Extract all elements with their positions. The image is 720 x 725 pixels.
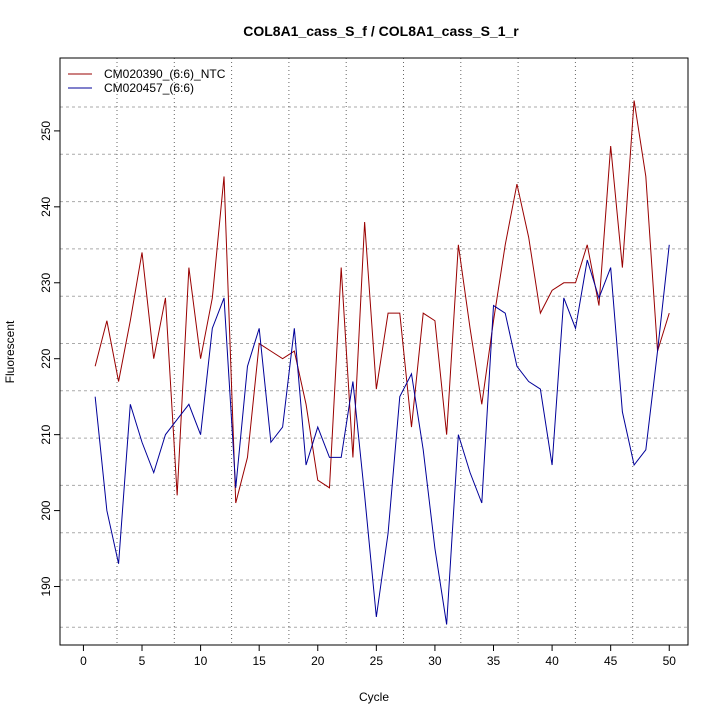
x-tick-label: 25: [370, 654, 384, 668]
x-tick-label: 15: [252, 654, 266, 668]
x-tick-label: 40: [545, 654, 559, 668]
y-axis-label: Fluorescent: [3, 320, 17, 383]
y-tick-label: 220: [39, 348, 53, 368]
y-tick-label: 200: [39, 500, 53, 520]
x-tick-label: 35: [487, 654, 501, 668]
x-tick-label: 10: [194, 654, 208, 668]
y-tick-label: 250: [39, 121, 53, 141]
series-group: [95, 101, 669, 625]
axes: 0 5 10 15 20 25 30 35 40 45 50 190 200 210 220 230 240 25…: [39, 121, 676, 668]
series-line-0: [95, 101, 669, 503]
legend-label: CM020390_(6:6)_NTC: [104, 67, 226, 81]
y-tick-label: 210: [39, 424, 53, 444]
y-tick-label: 190: [39, 576, 53, 596]
y-tick-label: 240: [39, 197, 53, 217]
chart-title: COL8A1_cass_S_f / COL8A1_cass_S_1_r: [243, 23, 519, 39]
series-line-1: [95, 245, 669, 625]
x-tick-label: 5: [139, 654, 146, 668]
y-tick-label: 230: [39, 272, 53, 292]
legend-label: CM020457_(6:6): [104, 81, 194, 95]
x-tick-label: 30: [428, 654, 442, 668]
x-tick-label: 50: [663, 654, 677, 668]
x-tick-label: 20: [311, 654, 325, 668]
x-axis-label: Cycle: [359, 690, 389, 704]
x-tick-label: 0: [80, 654, 87, 668]
x-tick-label: 45: [604, 654, 618, 668]
